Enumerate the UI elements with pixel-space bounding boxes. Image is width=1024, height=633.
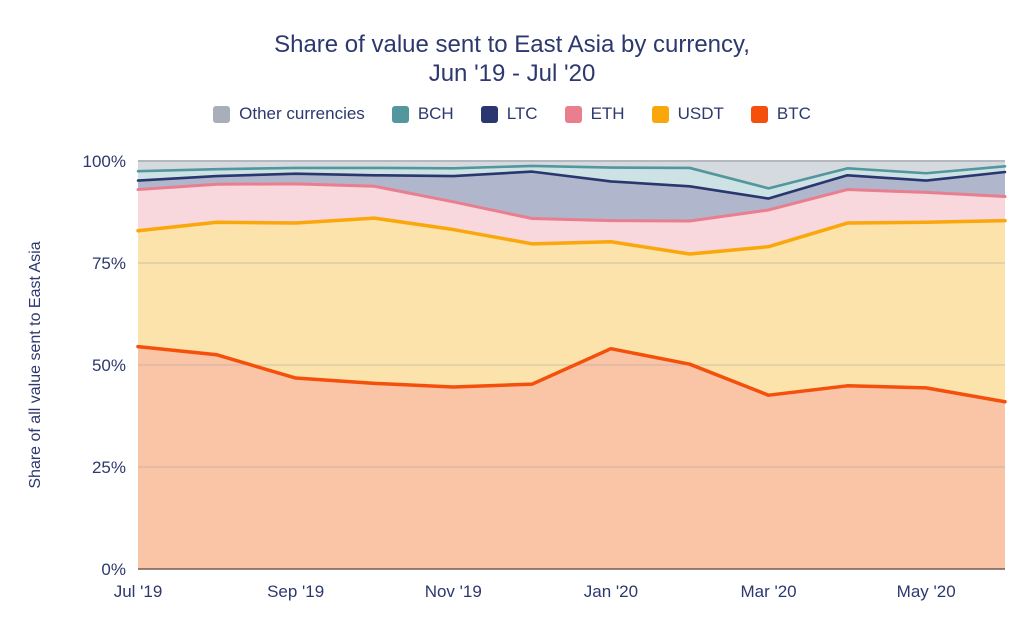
chart-title: Share of value sent to East Asia by curr…: [0, 30, 1024, 88]
legend-swatch-bch: [391, 105, 409, 123]
legend-item-eth: ETH: [564, 104, 625, 124]
line-eth: [136, 182, 1007, 223]
legend-swatch-usdt: [651, 105, 669, 123]
line-btc: [136, 344, 1007, 404]
x-tick-label-jul-19: Jul '19: [114, 582, 163, 601]
x-tick-label-sep-19: Sep '19: [267, 582, 324, 601]
legend-swatch-btc: [750, 105, 768, 123]
y-tick-label-0: 0%: [101, 560, 126, 579]
line-usdt: [136, 216, 1007, 256]
legend-label-bch: BCH: [417, 104, 454, 123]
y-tick-label-75: 75%: [92, 254, 126, 273]
legend-swatch-eth: [564, 105, 582, 123]
legend-item-usdt: USDT: [651, 104, 724, 124]
legend-item-ltc: LTC: [480, 104, 538, 124]
y-tick-label-25: 25%: [92, 458, 126, 477]
legend-label-btc: BTC: [776, 104, 811, 123]
legend-label-eth: ETH: [590, 104, 625, 123]
y-tick-label-50: 50%: [92, 356, 126, 375]
legend-swatch-ltc: [480, 105, 498, 123]
chart-title-line1: Share of value sent to East Asia by curr…: [274, 31, 750, 58]
area-band-btc: [138, 346, 1005, 569]
x-tick-label-may-20: May '20: [897, 582, 956, 601]
legend-label-usdt: USDT: [677, 104, 724, 123]
x-tick-label-mar-20: Mar '20: [740, 582, 796, 601]
legend: Other currencies BCH LTC ETH USDT BTC: [0, 104, 1024, 124]
legend-swatch-other: [213, 105, 231, 123]
chart-title-line2: Jun '19 - Jul '20: [428, 60, 596, 87]
area-band-ltc: [138, 171, 1005, 221]
legend-item-bch: BCH: [391, 104, 454, 124]
x-tick-label-nov-19: Nov '19: [425, 582, 482, 601]
legend-item-btc: BTC: [750, 104, 811, 124]
line-bch: [136, 164, 1007, 190]
y-axis-title: Share of all value sent to East Asia: [27, 241, 44, 488]
legend-label-ltc: LTC: [506, 104, 538, 123]
area-band-usdt: [138, 218, 1005, 402]
area-band-eth: [138, 183, 1005, 255]
line-ltc: [136, 170, 1007, 200]
y-tick-label-100: 100%: [83, 152, 126, 171]
legend-label-other: Other currencies: [239, 104, 365, 123]
legend-item-other: Other currencies: [213, 104, 365, 124]
x-tick-label-jan-20: Jan '20: [584, 582, 638, 601]
